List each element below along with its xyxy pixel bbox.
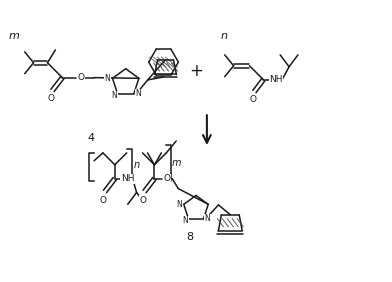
Text: N: N — [176, 200, 181, 209]
Text: NH: NH — [269, 75, 283, 84]
Text: O: O — [100, 196, 106, 205]
Text: m: m — [8, 31, 19, 41]
Text: O: O — [48, 94, 55, 103]
Text: 4: 4 — [87, 133, 94, 143]
Text: 8: 8 — [187, 232, 194, 242]
Text: m: m — [171, 158, 181, 168]
Text: N: N — [135, 89, 141, 98]
Text: +: + — [189, 62, 203, 80]
Text: N: N — [105, 74, 111, 83]
Text: n: n — [134, 160, 140, 170]
Text: N: N — [205, 214, 211, 223]
Text: n: n — [220, 31, 227, 41]
Text: O: O — [78, 73, 85, 82]
Text: O: O — [139, 196, 146, 205]
Text: N: N — [183, 216, 188, 225]
Text: N: N — [112, 91, 118, 100]
Text: NH: NH — [121, 174, 134, 183]
Text: O: O — [250, 95, 257, 104]
Text: O: O — [164, 174, 171, 183]
